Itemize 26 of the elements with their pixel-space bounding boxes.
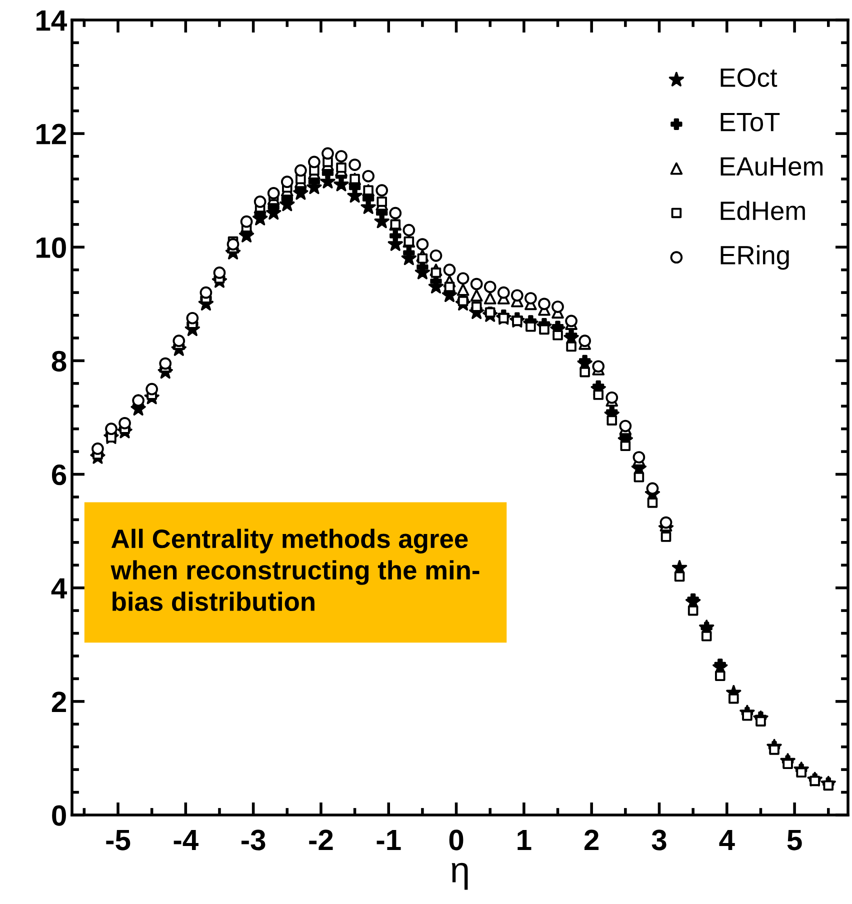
x-tick-label: 5 — [787, 830, 802, 850]
legend-label: EAuHem — [720, 157, 823, 176]
x-axis-title: η — [452, 862, 468, 890]
x-tick-label: -4 — [174, 830, 198, 850]
y-tick-label: 10 — [36, 237, 66, 258]
x-tick-label: 2 — [584, 830, 599, 850]
x-tick-label: -2 — [309, 830, 333, 850]
y-tick-label: 0 — [52, 805, 66, 826]
y-tick-label: 12 — [36, 124, 66, 144]
legend-label: EdHem — [720, 200, 805, 220]
x-tick-label: 1 — [518, 830, 532, 850]
x-tick-label: -3 — [241, 830, 266, 850]
y-tick-label: 6 — [52, 464, 66, 486]
x-tick-label: 3 — [652, 830, 666, 850]
x-tick-label: -1 — [376, 830, 401, 850]
x-tick-label: -5 — [106, 830, 130, 850]
legend-label: EToT — [720, 112, 780, 132]
legend-label: EOct — [720, 68, 778, 87]
y-tick-label: 4 — [51, 578, 67, 598]
y-tick-label: 2 — [52, 692, 66, 712]
x-tick-label: 0 — [449, 830, 464, 850]
legend-label: ERing — [720, 245, 789, 270]
x-tick-label: 4 — [719, 830, 735, 850]
y-tick-label: 14 — [36, 10, 67, 31]
annotation: All Centrality methods agree when reconstructing the min- bias distribution — [110, 528, 480, 611]
y-tick-label: 8 — [52, 350, 66, 372]
